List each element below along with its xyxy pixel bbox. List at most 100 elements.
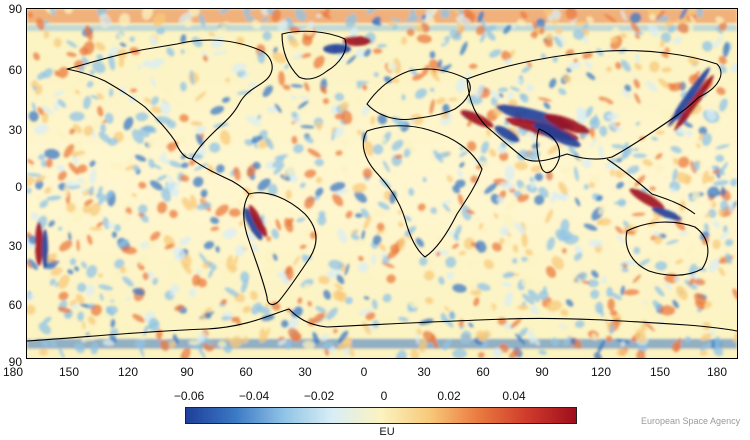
- anomaly-blob: [83, 41, 95, 55]
- anomaly-blob: [139, 253, 149, 266]
- anomaly-blob: [387, 60, 394, 72]
- anomaly-blob: [432, 305, 447, 314]
- anomaly-blob: [79, 64, 85, 74]
- anomaly-blob: [609, 309, 618, 317]
- anomaly-blob: [72, 123, 83, 134]
- anomaly-blob: [444, 317, 454, 328]
- anomaly-blob: [667, 25, 676, 33]
- anomaly-blob: [72, 140, 82, 152]
- anomaly-blob: [647, 217, 659, 227]
- anomaly-blob: [429, 99, 435, 115]
- anomaly-blob: [221, 97, 231, 103]
- anomaly-blob: [436, 251, 441, 257]
- anomaly-blob: [172, 333, 179, 344]
- anomaly-blob: [479, 132, 489, 142]
- anomaly-blob: [380, 252, 387, 258]
- anomaly-blob: [262, 31, 272, 41]
- anomaly-blob: [366, 9, 378, 15]
- anomaly-blob: [477, 351, 485, 358]
- anomaly-blob: [560, 309, 569, 317]
- anomaly-blob: [410, 349, 420, 358]
- coast-asia: [466, 50, 722, 162]
- anomaly-blob: [307, 148, 322, 158]
- colorbar-tick-label: −0.02: [303, 389, 335, 403]
- anomaly-blob: [553, 192, 567, 202]
- anomaly-blob: [334, 113, 345, 120]
- anomaly-blob: [126, 82, 134, 90]
- anomaly-blob: [174, 304, 184, 311]
- anomaly-blob: [574, 197, 581, 207]
- anomaly-blob: [142, 272, 149, 281]
- anomaly-blob: [179, 236, 191, 246]
- anomaly-blob: [355, 48, 366, 59]
- anomaly-blob: [614, 169, 624, 179]
- anomaly-blob: [480, 301, 494, 313]
- anomaly-blob: [345, 13, 358, 28]
- anomaly-blob: [34, 124, 49, 135]
- anomaly-blob: [620, 285, 625, 296]
- anomaly-blob: [267, 183, 278, 196]
- anomaly-blob: [570, 337, 577, 345]
- anomaly-blob: [82, 320, 86, 330]
- anomaly-blob: [598, 144, 604, 159]
- anomaly-blob: [510, 86, 521, 92]
- anomaly-blob: [448, 230, 454, 237]
- anomaly-blob: [535, 18, 546, 29]
- anomaly-blob: [406, 28, 415, 37]
- anomaly-blob: [50, 267, 63, 276]
- anomaly-blob: [257, 50, 266, 64]
- anomaly-blob: [586, 72, 596, 80]
- anomaly-blob: [211, 36, 224, 49]
- anomaly-blob: [135, 112, 149, 122]
- anomaly-blob: [629, 12, 642, 24]
- anomaly-blob: [649, 14, 656, 21]
- anomaly-blob: [138, 343, 145, 358]
- anomaly-blob: [88, 316, 96, 325]
- anomaly-blob: [68, 162, 80, 175]
- lat-tick-label: 0: [15, 180, 22, 194]
- anomaly-blob: [503, 24, 512, 34]
- anomaly-blob: [138, 181, 147, 189]
- anomaly-blob: [376, 43, 387, 48]
- anomaly-blob: [333, 328, 338, 334]
- anomaly-blob: [545, 171, 553, 181]
- anomaly-blob: [188, 153, 204, 160]
- anomaly-field: [27, 9, 737, 358]
- anomaly-blob: [483, 259, 494, 270]
- anomaly-blob: [499, 151, 509, 161]
- lat-tick-label: 90: [8, 2, 22, 16]
- anomaly-blob: [721, 186, 726, 197]
- anomaly-blob: [89, 69, 95, 76]
- anomaly-blob: [655, 130, 665, 135]
- anomaly-blob: [95, 193, 109, 202]
- anomaly-blob: [102, 217, 110, 230]
- anomaly-blob: [634, 93, 641, 104]
- anomaly-blob: [633, 247, 641, 254]
- anomaly-blob: [316, 121, 323, 131]
- anomaly-blob: [620, 59, 631, 72]
- lon-tick-label: 60: [239, 365, 253, 379]
- anomaly-blob: [64, 9, 73, 14]
- lon-tick-label: 150: [58, 365, 80, 379]
- gravity-anomaly-map: [26, 8, 738, 359]
- anomaly-blob: [36, 18, 45, 31]
- anomaly-blob: [150, 77, 157, 87]
- anomaly-blob: [152, 277, 159, 285]
- anomaly-blob: [320, 85, 327, 94]
- anomaly-blob: [531, 335, 540, 346]
- anomaly-blob: [354, 213, 363, 218]
- anomaly-blob: [655, 153, 663, 160]
- anomaly-blob: [179, 114, 189, 123]
- coast-europe: [366, 68, 471, 121]
- anomaly-blob: [341, 110, 353, 125]
- anomaly-blob: [649, 186, 656, 191]
- colorbar: [185, 407, 577, 424]
- anomaly-blob: [473, 297, 480, 307]
- anomaly-blob: [562, 75, 572, 83]
- anomaly-blob: [352, 183, 367, 193]
- anomaly-blob: [99, 13, 111, 28]
- anomaly-blob: [675, 259, 684, 265]
- anomaly-blob: [39, 348, 48, 357]
- anomaly-blob: [376, 222, 385, 231]
- anomaly-blob: [336, 51, 345, 63]
